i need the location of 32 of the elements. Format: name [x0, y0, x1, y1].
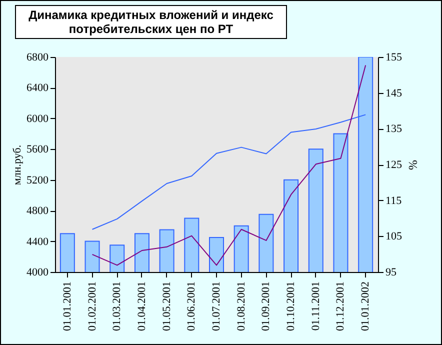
x-tick-label: 01.08.2001 — [235, 282, 248, 331]
x-tick-label: 01.01.2002 — [360, 282, 372, 331]
y2-tick-label: 125 — [386, 159, 402, 171]
x-tick-label: 01.07.2001 — [210, 282, 222, 331]
line-series — [92, 64, 366, 266]
y2-tick-label: 115 — [386, 194, 402, 207]
y-tick-label: 6400 — [26, 82, 49, 94]
y-axis-title: млн.руб. — [12, 144, 24, 186]
x-tick-label: 01.05.2001 — [160, 282, 173, 331]
x-tick-label: 01.09.2001 — [260, 282, 272, 331]
x-tick-label: 01.12.2001 — [334, 282, 347, 331]
y2-axis-title: % — [406, 160, 420, 170]
y2-tick-label: 145 — [386, 87, 402, 100]
x-tick-label: 01.11.2001 — [310, 282, 322, 331]
x-tick-label: 01.03.2001 — [111, 282, 124, 331]
y2-tick-label: 105 — [386, 230, 402, 243]
y-tick-label: 4400 — [26, 236, 49, 248]
x-tick-label: 01.10.2001 — [285, 282, 298, 331]
y-tick-label: 4000 — [26, 266, 49, 278]
y-tick-label: 5600 — [26, 144, 49, 156]
y2-tick-label: 135 — [386, 123, 402, 136]
x-tick-label: 01.02.2001 — [86, 282, 98, 331]
x-tick-label: 01.01.2001 — [61, 282, 74, 331]
y2-tick-label: 155 — [386, 52, 402, 64]
chart-title: Динамика кредитных вложений и индекс потребительских цен по РТ — [15, 5, 287, 39]
y-tick-label: 5200 — [26, 174, 49, 186]
y2-tick-label: 95 — [386, 266, 397, 278]
y-tick-label: 6800 — [26, 52, 49, 64]
x-tick-label: 01.06.2001 — [186, 282, 198, 331]
y-tick-label: 4800 — [26, 205, 49, 218]
x-tick-label: 01.04.2001 — [136, 282, 148, 331]
y-tick-label: 6000 — [26, 112, 49, 125]
